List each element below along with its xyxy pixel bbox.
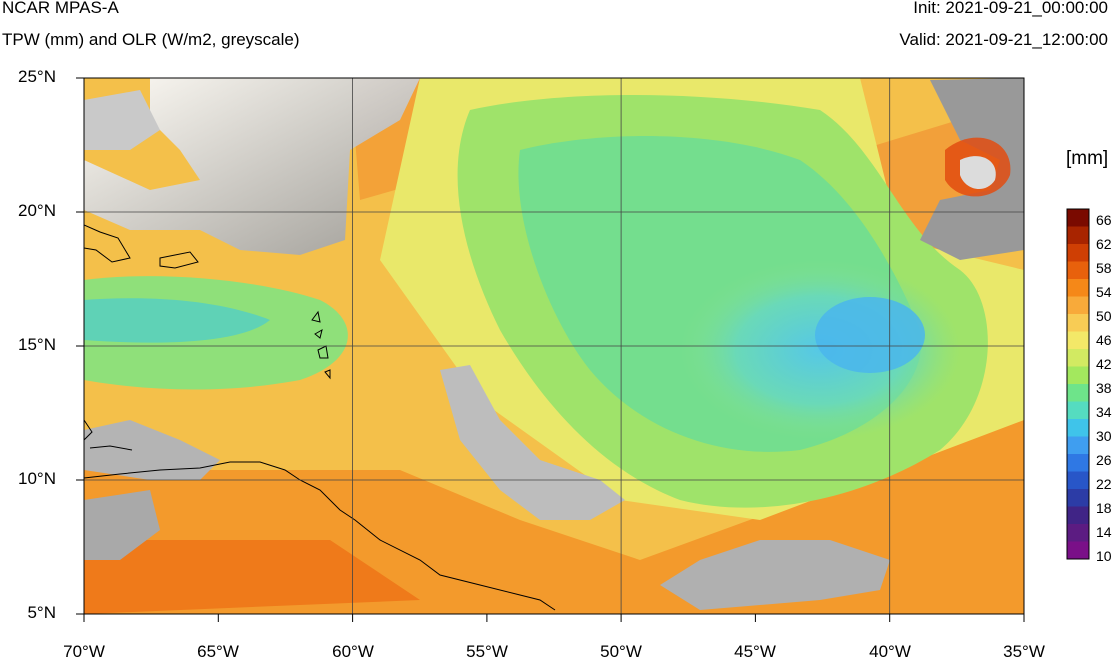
colorbar-swatch <box>1067 471 1089 490</box>
colorbar-tick-label: 62 <box>1096 236 1112 252</box>
colorbar-tick-label: 26 <box>1096 452 1112 468</box>
lon-label-50w: 50°W <box>600 642 642 661</box>
lat-label-10n: 10°N <box>18 469 56 488</box>
coastline-venezuela-north <box>89 445 133 451</box>
colorbar-swatch <box>1067 454 1089 472</box>
colorbar-tick-label: 22 <box>1096 476 1112 492</box>
colorbar-swatch <box>1067 244 1089 262</box>
lat-label-20n: 20°N <box>18 201 56 220</box>
coastline-puerto-rico <box>84 224 131 263</box>
cloud-northwest <box>84 78 420 255</box>
colorbar-swatch <box>1067 506 1089 525</box>
cloud-southwest-1 <box>84 420 220 480</box>
colorbar-swatch <box>1067 209 1089 227</box>
colorbar-tick-label: 50 <box>1096 308 1112 324</box>
colorbar-swatch <box>1067 489 1089 507</box>
colorbar-tick-label: 46 <box>1096 332 1112 348</box>
colorbar-tick-label: 54 <box>1096 284 1112 300</box>
graticule <box>84 78 1024 614</box>
colorbar-tick-label: 34 <box>1096 404 1112 420</box>
coastline-south-america <box>84 461 556 611</box>
colorbar-tick-label: 38 <box>1096 380 1112 396</box>
colorbar-swatch <box>1067 366 1089 385</box>
colorbar-tick-label: 58 <box>1096 260 1112 276</box>
colorbar-swatch <box>1067 384 1089 402</box>
colorbar-swatch <box>1067 419 1089 437</box>
coastline-lesser-antilles <box>311 310 331 380</box>
axis-ticks <box>76 77 1025 622</box>
map-subtitle: TPW (mm) and OLR (W/m2, greyscale) <box>2 30 300 49</box>
colorbar <box>1066 208 1090 560</box>
colorbar-swatch <box>1067 524 1089 542</box>
cloud-hurricane-eye <box>960 156 996 190</box>
tpw-south-deep <box>84 540 420 614</box>
cloud-central <box>440 365 625 520</box>
tpw-west-cyan <box>84 298 270 343</box>
cloud-northwest-edge <box>84 90 160 150</box>
cloud-northeast <box>920 78 1024 260</box>
colorbar-tick-label: 18 <box>1096 500 1112 516</box>
valid-time: Valid: 2021-09-21_12:00:00 <box>899 30 1108 49</box>
colorbar-swatch <box>1067 436 1089 455</box>
colorbar-unit-label: [mm] <box>1066 148 1109 169</box>
app-title: NCAR MPAS-A <box>2 0 119 17</box>
map-field <box>84 78 1024 614</box>
colorbar-frame <box>1066 208 1090 560</box>
colorbar-swatch <box>1067 331 1089 350</box>
lon-label-60w: 60°W <box>332 642 374 661</box>
cloud-southeast <box>660 540 890 610</box>
lon-label-65w: 65°W <box>197 642 239 661</box>
colorbar-swatch <box>1067 279 1089 297</box>
colorbar-tick-label: 42 <box>1096 356 1112 372</box>
coastline-west-islands <box>84 419 93 441</box>
lon-label-55w: 55°W <box>466 642 508 661</box>
colorbar-swatch <box>1067 541 1089 560</box>
colorbar-tick-label: 66 <box>1096 212 1112 228</box>
lat-label-25n: 25°N <box>18 67 56 86</box>
colorbar-tick-label: 30 <box>1096 428 1112 444</box>
init-time: Init: 2021-09-21_00:00:00 <box>913 0 1108 17</box>
tpw-blue-core <box>815 297 925 373</box>
colorbar-tick-label: 14 <box>1096 524 1112 540</box>
colorbar-swatch <box>1067 314 1089 332</box>
colorbar-tick-label: 10 <box>1096 548 1112 564</box>
lat-label-5n: 5°N <box>27 603 56 622</box>
lon-label-70w: 70°W <box>63 642 105 661</box>
coastline-virgin-islands <box>159 251 199 269</box>
lon-label-40w: 40°W <box>869 642 911 661</box>
colorbar-swatch <box>1067 296 1089 315</box>
cloud-southwest-2 <box>84 490 160 560</box>
colorbar-swatch <box>1067 349 1089 367</box>
colorbar-swatch <box>1067 226 1089 245</box>
lon-label-45w: 45°W <box>734 642 776 661</box>
colorbar-swatch <box>1067 261 1089 280</box>
lon-label-35w: 35°W <box>1003 642 1045 661</box>
colorbar-swatch <box>1067 401 1089 420</box>
lat-label-15n: 15°N <box>18 335 56 354</box>
